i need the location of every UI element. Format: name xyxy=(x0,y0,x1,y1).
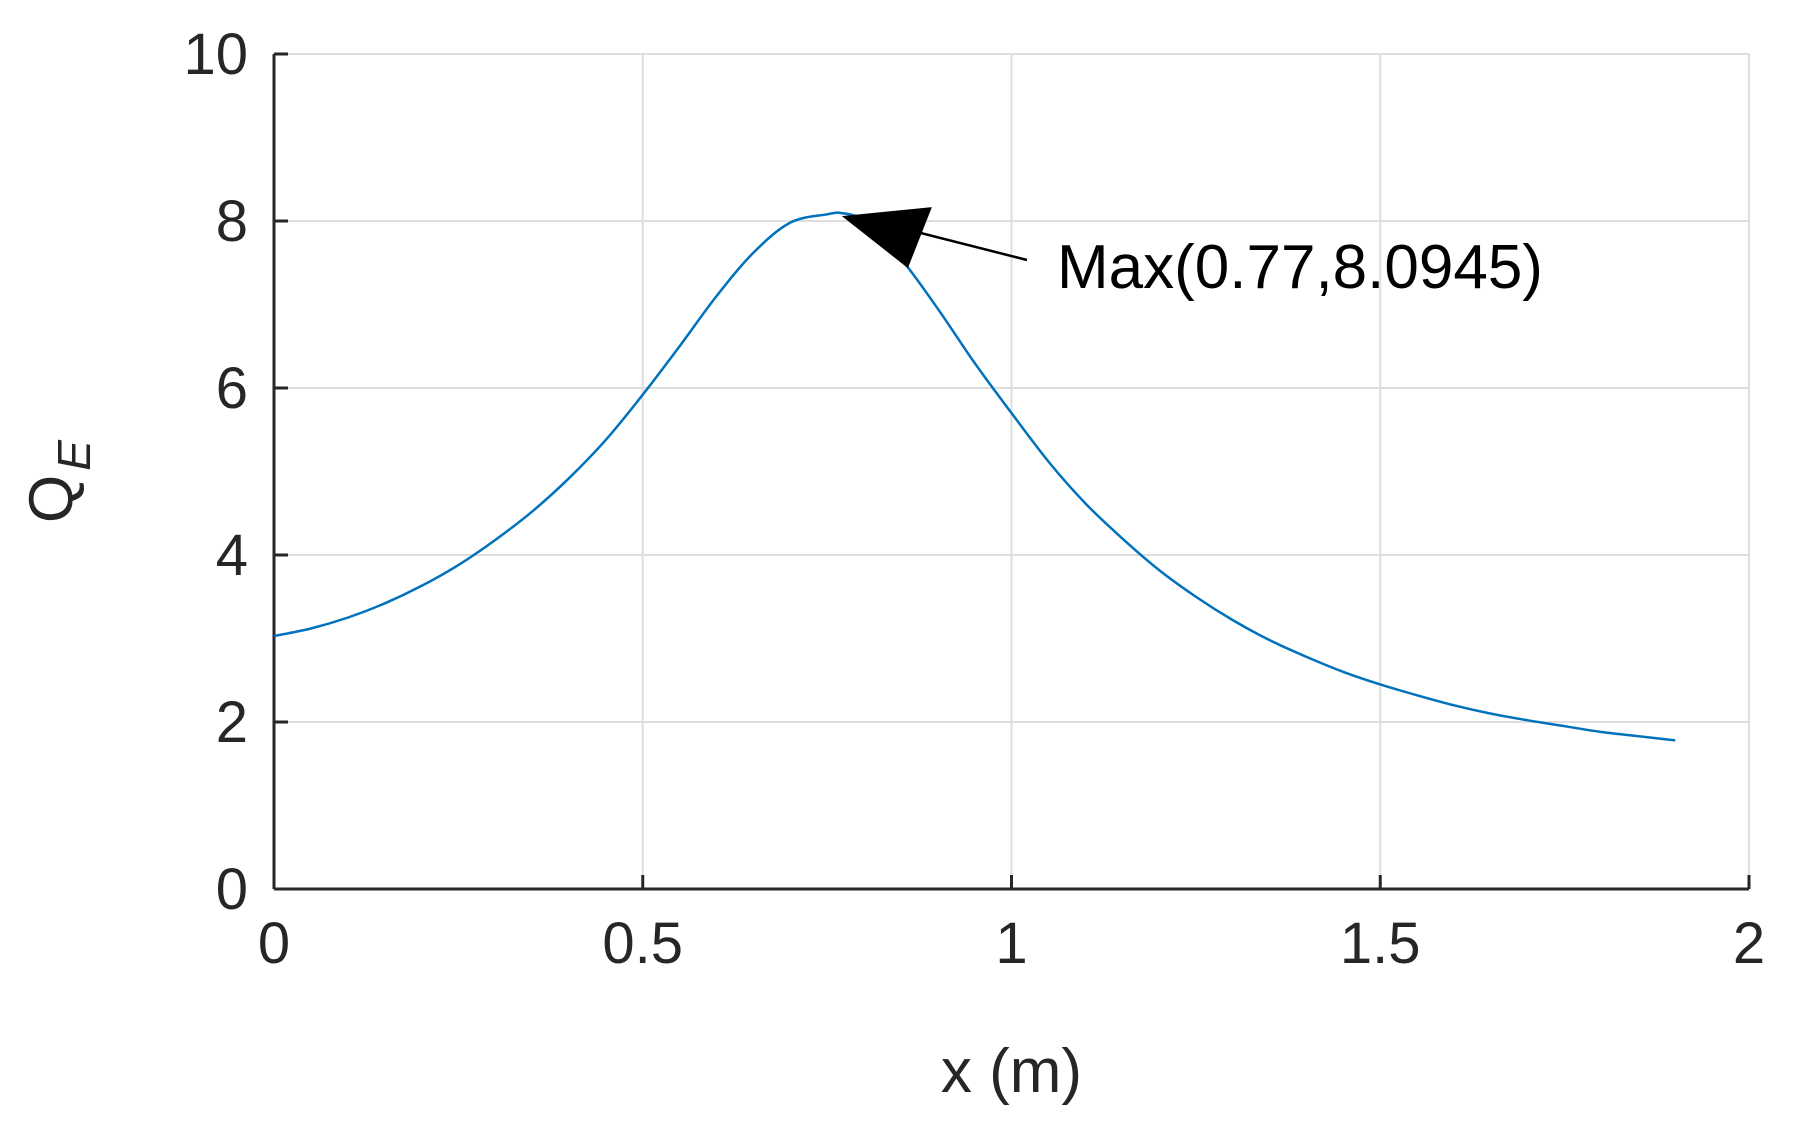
grid-lines xyxy=(273,53,1750,890)
y-axis-title: QE xyxy=(17,439,100,523)
y-tick-label: 6 xyxy=(216,356,248,421)
annotation-arrow-head xyxy=(841,207,932,269)
y-axis-title-main: Q xyxy=(17,475,86,523)
data-series xyxy=(273,211,1676,742)
x-tick-label: 0 xyxy=(258,911,290,976)
x-axis-title: x (m) xyxy=(941,1037,1082,1106)
y-tick-label: 8 xyxy=(216,189,248,254)
x-tick-label: 0.5 xyxy=(602,911,683,976)
y-tick-label: 2 xyxy=(216,690,248,755)
tick-labels: 0 0.5 1 1.5 2 0 2 4 6 8 10 xyxy=(183,22,1765,976)
x-tick-label: 2 xyxy=(1733,911,1765,976)
x-tick-label: 1 xyxy=(995,911,1027,976)
annotation-label: Max(0.77,8.0945) xyxy=(1057,233,1543,302)
annotations: Max(0.77,8.0945) xyxy=(841,207,1543,302)
y-axis-title-subscript: E xyxy=(48,439,100,471)
y-tick-label: 10 xyxy=(183,22,248,87)
y-tick-label: 4 xyxy=(216,523,248,588)
x-tick-label: 1.5 xyxy=(1340,911,1421,976)
series-line xyxy=(273,211,1676,742)
y-tick-label: 0 xyxy=(216,857,248,922)
tick-marks xyxy=(272,52,1751,891)
